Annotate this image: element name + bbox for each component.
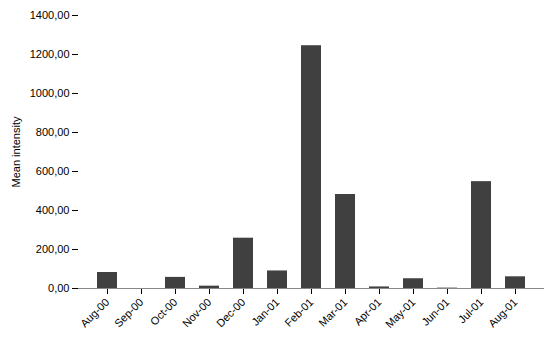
svg-text:Jul-01: Jul-01 xyxy=(456,296,486,326)
svg-text:Aug-00: Aug-00 xyxy=(78,296,112,330)
svg-text:1200,00: 1200,00 xyxy=(30,48,70,60)
svg-text:Oct-00: Oct-00 xyxy=(148,296,180,328)
svg-text:Feb-01: Feb-01 xyxy=(282,296,315,329)
svg-text:800,00: 800,00 xyxy=(36,126,70,138)
svg-text:Jun-01: Jun-01 xyxy=(419,296,451,328)
svg-text:Mean intensity: Mean intensity xyxy=(10,116,22,187)
svg-text:200,00: 200,00 xyxy=(36,243,70,255)
svg-text:1000,00: 1000,00 xyxy=(30,87,70,99)
svg-text:Dec-00: Dec-00 xyxy=(214,296,248,330)
svg-text:400,00: 400,00 xyxy=(36,204,70,216)
svg-text:Nov-00: Nov-00 xyxy=(180,296,214,330)
svg-text:1400,00: 1400,00 xyxy=(30,9,70,21)
svg-text:Mar-01: Mar-01 xyxy=(316,296,349,329)
svg-text:600,00: 600,00 xyxy=(36,165,70,177)
svg-text:Aug-01: Aug-01 xyxy=(486,296,520,330)
svg-text:Apr-01: Apr-01 xyxy=(352,296,384,328)
svg-text:0,00: 0,00 xyxy=(48,282,69,294)
svg-text:Sep-00: Sep-00 xyxy=(112,296,146,330)
svg-text:Jan-01: Jan-01 xyxy=(249,296,281,328)
svg-text:May-01: May-01 xyxy=(383,296,417,330)
